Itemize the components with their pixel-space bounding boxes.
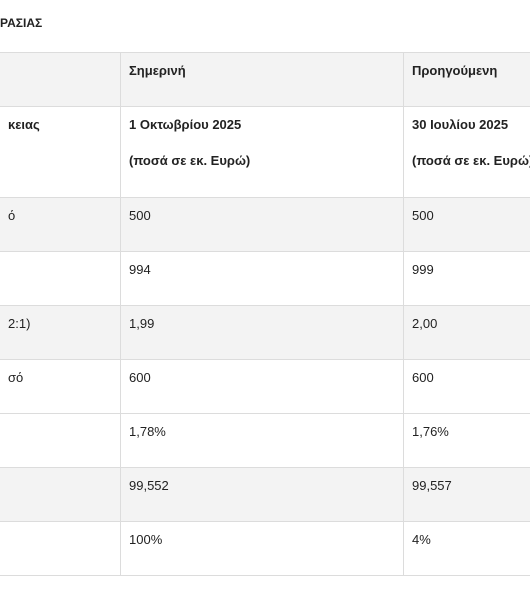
label-cell: 2:1) [0, 305, 121, 360]
value-cell: 99,552 [120, 467, 404, 522]
cell-text: (ποσά σε εκ. Ευρώ) [412, 153, 530, 168]
cell-text: 994 [129, 262, 151, 277]
cell-text: 30 Ιουλίου 2025 [412, 117, 509, 132]
value-cell: 100% [120, 521, 404, 576]
table-row: Σημερινή Προηγούμενη [0, 52, 530, 107]
value-cell: 2,00 [403, 305, 530, 360]
section-title: ΡΑΣΙΑΣ [0, 16, 43, 30]
cell-text: ό [8, 208, 16, 223]
value-cell: 600 [403, 359, 530, 414]
cell-text: σό [8, 370, 24, 385]
cell-text: 500 [129, 208, 151, 223]
value-cell: 1,78% [120, 413, 404, 468]
value-cell: 500 [120, 197, 404, 252]
data-table: Σημερινή Προηγούμενη κειας 1 Οκτωβρίου 2025… [0, 52, 530, 576]
label-cell [0, 251, 121, 306]
value-cell: Προηγούμενη [403, 52, 530, 107]
cell-text: Σημερινή [129, 63, 186, 78]
value-cell: 999 [403, 251, 530, 306]
value-cell: 1 Οκτωβρίου 2025 (ποσά σε εκ. Ευρώ) [120, 106, 404, 198]
value-cell: 99,557 [403, 467, 530, 522]
cell-text: 99,552 [129, 478, 169, 493]
table-row: 99,552 99,557 [0, 467, 530, 522]
cell-text: 4% [412, 532, 431, 547]
value-cell: 30 Ιουλίου 2025 (ποσά σε εκ. Ευρώ) [403, 106, 530, 198]
cell-text: (ποσά σε εκ. Ευρώ) [129, 153, 251, 168]
cell-text: Προηγούμενη [412, 63, 498, 78]
cell-text: 100% [129, 532, 163, 547]
value-cell: Σημερινή [120, 52, 404, 107]
cell-text: 600 [129, 370, 151, 385]
cell-text: 1,78% [129, 424, 166, 439]
cell-text: 99,557 [412, 478, 452, 493]
label-cell [0, 467, 121, 522]
table-row: 1,78% 1,76% [0, 413, 530, 468]
cell-text: 500 [412, 208, 434, 223]
cell-text: 2,00 [412, 316, 438, 331]
cell-text: 2:1) [8, 316, 31, 331]
value-cell: 600 [120, 359, 404, 414]
table-row: 2:1) 1,99 2,00 [0, 305, 530, 360]
value-cell: 4% [403, 521, 530, 576]
cell-text: 1,76% [412, 424, 449, 439]
table-row: 994 999 [0, 251, 530, 306]
label-cell: ό [0, 197, 121, 252]
table-row: ό 500 500 [0, 197, 530, 252]
label-cell: σό [0, 359, 121, 414]
value-cell: 1,99 [120, 305, 404, 360]
table-row: σό 600 600 [0, 359, 530, 414]
cell-text: κειας [8, 117, 40, 132]
label-cell: κειας [0, 106, 121, 198]
cell-text: 600 [412, 370, 434, 385]
value-cell: 500 [403, 197, 530, 252]
cell-text: 999 [412, 262, 434, 277]
label-cell [0, 413, 121, 468]
label-cell [0, 521, 121, 576]
table-row: κειας 1 Οκτωβρίου 2025 (ποσά σε εκ. Ευρώ) 3… [0, 106, 530, 198]
table-row: 100% 4% [0, 521, 530, 576]
cell-text: 1 Οκτωβρίου 2025 [129, 117, 242, 132]
value-cell: 994 [120, 251, 404, 306]
cell-text: 1,99 [129, 316, 155, 331]
value-cell: 1,76% [403, 413, 530, 468]
label-cell [0, 52, 121, 107]
